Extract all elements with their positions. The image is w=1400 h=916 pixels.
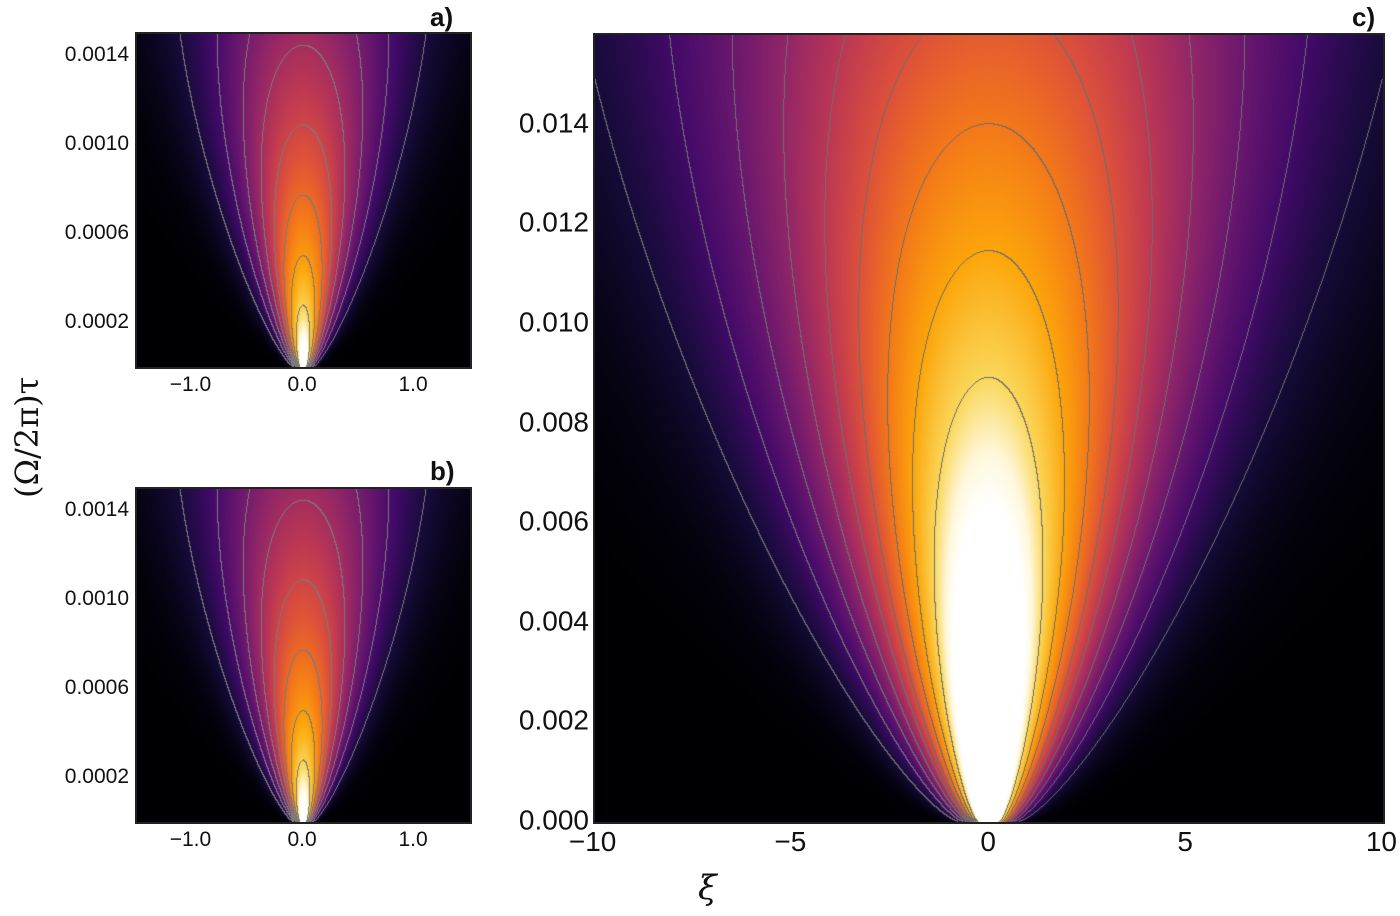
heatmap-panel-a (135, 32, 472, 369)
y-tick-label: 0.010 (518, 306, 589, 338)
y-tick-label: 0.012 (518, 206, 589, 238)
x-axis-label: ξ (698, 868, 717, 908)
panel-label-b: b) (430, 456, 455, 486)
y-tick-label: 0.014 (518, 107, 589, 139)
y-tick-label: 0.008 (518, 405, 589, 437)
y-tick-label: 0.0006 (64, 220, 129, 244)
heatmap-image (137, 34, 470, 367)
y-axis-label: (Ω/2π)τ (8, 376, 46, 498)
panel-label-c: c) (1352, 2, 1376, 32)
x-tick-label: 0 (980, 826, 997, 857)
y-tick-label: 0.0010 (64, 586, 129, 610)
x-tick-label: 1.0 (398, 373, 428, 396)
y-tick-label: 0.000 (518, 804, 589, 836)
y-tick-label: 0.0006 (64, 675, 129, 699)
heatmap-panel-b (135, 487, 472, 824)
panel-label-a: a) (430, 2, 454, 32)
x-tick-label: −5 (774, 826, 807, 857)
x-tick-label: −10 (568, 826, 617, 857)
x-tick-label: 1.0 (398, 828, 428, 851)
x-tick-label: −1.0 (169, 828, 212, 851)
y-tick-label: 0.0002 (64, 309, 129, 333)
heatmap-panel-c (593, 33, 1385, 824)
x-tick-label: 5 (1177, 826, 1194, 857)
heatmap-image (595, 35, 1383, 822)
x-tick-label: 0.0 (287, 828, 317, 851)
x-tick-label: 0.0 (287, 373, 317, 396)
x-tick-label: 10 (1365, 826, 1398, 857)
y-tick-label: 0.0014 (64, 42, 129, 66)
y-tick-label: 0.0014 (64, 497, 129, 521)
heatmap-image (137, 489, 470, 822)
y-tick-label: 0.0002 (64, 764, 129, 788)
y-tick-label: 0.0010 (64, 131, 129, 155)
x-tick-label: −1.0 (169, 373, 212, 396)
y-tick-label: 0.002 (518, 704, 589, 736)
y-tick-label: 0.006 (518, 505, 589, 537)
y-tick-label: 0.004 (518, 605, 589, 637)
